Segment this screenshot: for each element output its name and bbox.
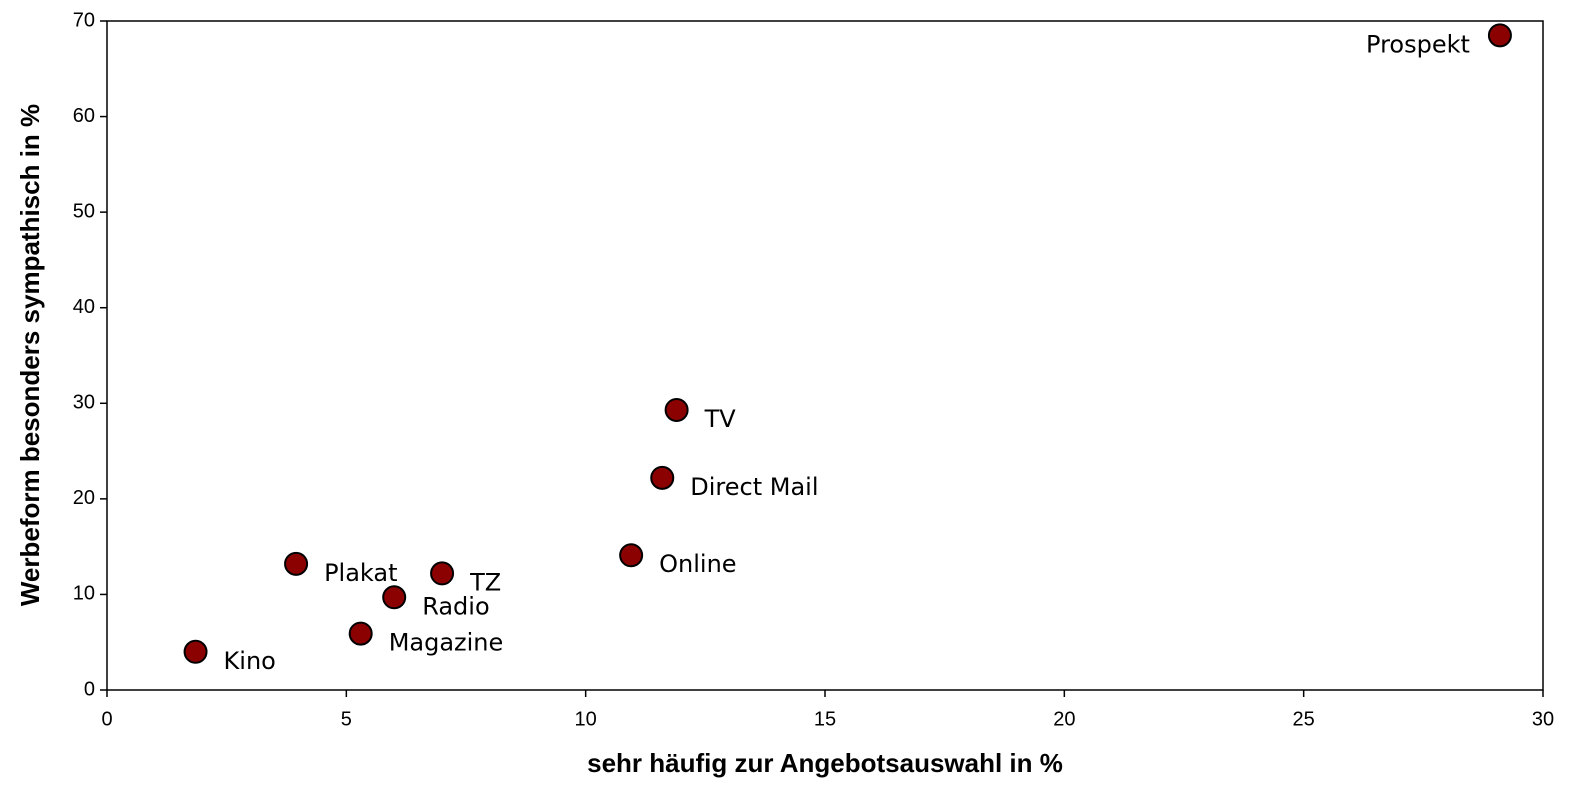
point-label: Kino <box>224 647 276 675</box>
y-tick-label: 10 <box>73 583 95 605</box>
plot-frame <box>106 20 1544 691</box>
point <box>619 543 644 568</box>
y-tick-label: 50 <box>73 200 95 222</box>
point <box>1487 23 1512 48</box>
x-tick-label: 25 <box>1293 708 1315 730</box>
x-tick-label: 20 <box>1053 708 1075 730</box>
point <box>430 561 455 586</box>
point <box>664 397 689 422</box>
point-label: Plakat <box>324 559 397 587</box>
x-tick-label: 5 <box>341 708 352 730</box>
x-axis-title: sehr häufig zur Angebotsauswahl in % <box>587 748 1063 778</box>
y-tick-label: 30 <box>73 392 95 414</box>
y-tick-label: 20 <box>73 487 95 509</box>
point-label: Magazine <box>389 629 504 657</box>
x-tick-label: 15 <box>814 708 836 730</box>
y-tick-label: 40 <box>73 296 95 318</box>
y-tick-label: 0 <box>84 678 95 700</box>
point <box>183 639 208 664</box>
point <box>382 585 407 610</box>
y-tick-label: 60 <box>73 105 95 127</box>
x-tick-label: 0 <box>101 708 112 730</box>
point-label: Online <box>659 550 736 578</box>
point-label: TZ <box>469 568 501 596</box>
point <box>348 621 373 646</box>
point-label: Direct Mail <box>690 473 818 501</box>
x-tick-label: 10 <box>575 708 597 730</box>
point-label: TV <box>704 405 737 433</box>
y-axis-title: Werbeform besonders sympathisch in % <box>15 104 45 606</box>
x-tick-label: 30 <box>1532 708 1554 730</box>
point <box>284 551 309 576</box>
point-label: Prospekt <box>1366 30 1470 58</box>
point-label: Radio <box>422 592 489 620</box>
y-tick-label: 70 <box>73 9 95 31</box>
point <box>650 465 675 490</box>
